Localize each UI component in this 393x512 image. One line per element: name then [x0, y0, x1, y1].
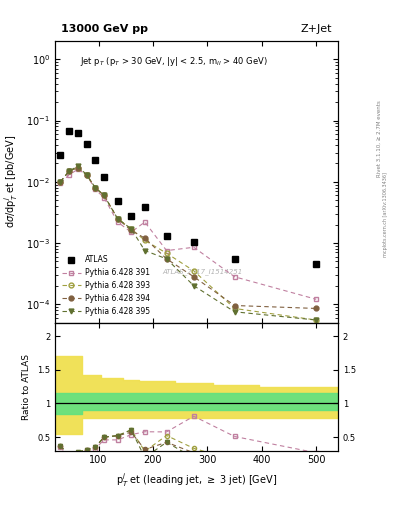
X-axis label: p$_T^{j}$ et (leading jet, $\geq$ 3 jet) [GeV]: p$_T^{j}$ et (leading jet, $\geq$ 3 jet)…	[116, 471, 277, 489]
Text: ATLAS_2017_I1514251: ATLAS_2017_I1514251	[162, 268, 242, 275]
Y-axis label: d$\sigma$/dp$_T^{j}$ et [pb/GeV]: d$\sigma$/dp$_T^{j}$ et [pb/GeV]	[3, 135, 20, 228]
Text: Jet p$_T$ (p$_T$ > 30 GeV, |y| < 2.5, m$_{ll}$ > 40 GeV): Jet p$_T$ (p$_T$ > 30 GeV, |y| < 2.5, m$…	[80, 55, 268, 68]
Text: Z+Jet: Z+Jet	[301, 24, 332, 34]
Text: Rivet 3.1.10, ≥ 2.7M events: Rivet 3.1.10, ≥ 2.7M events	[377, 100, 382, 177]
Legend: ATLAS, Pythia 6.428 391, Pythia 6.428 393, Pythia 6.428 394, Pythia 6.428 395: ATLAS, Pythia 6.428 391, Pythia 6.428 39…	[59, 252, 153, 319]
Text: mcplots.cern.ch [arXiv:1306.3436]: mcplots.cern.ch [arXiv:1306.3436]	[383, 173, 387, 258]
Y-axis label: Ratio to ATLAS: Ratio to ATLAS	[22, 354, 31, 419]
Text: 13000 GeV pp: 13000 GeV pp	[61, 24, 148, 34]
